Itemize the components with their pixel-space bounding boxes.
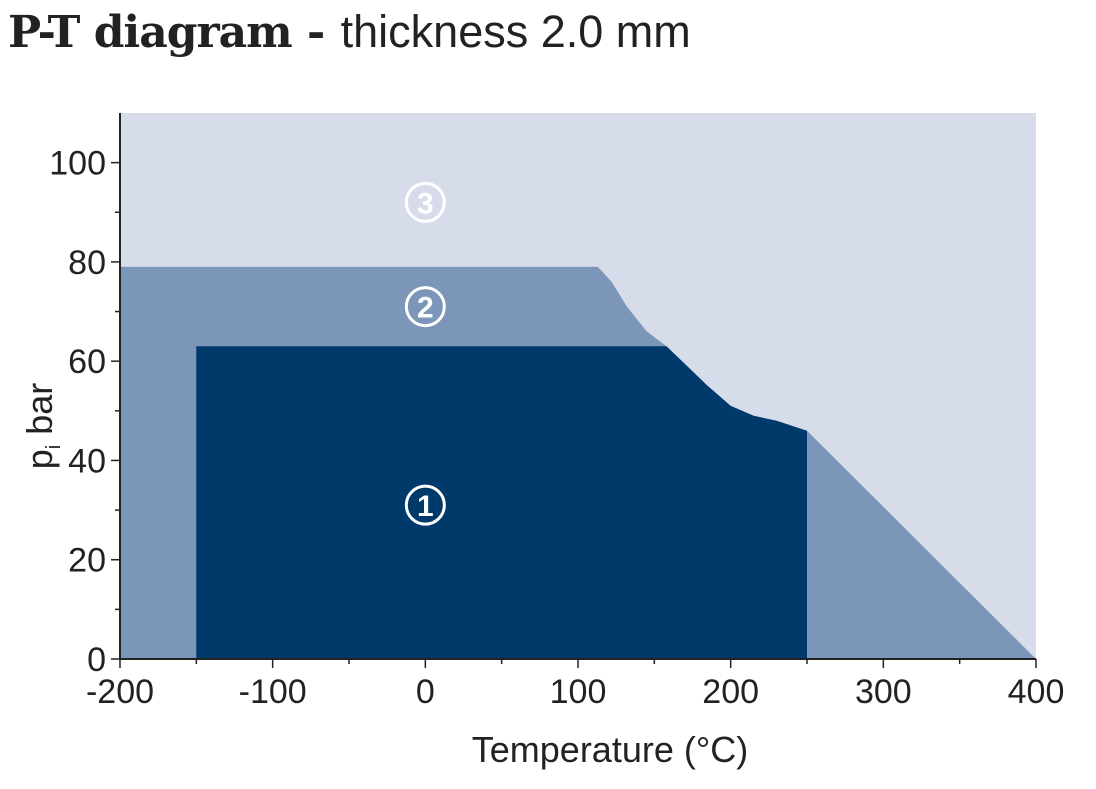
chart-title-separator: - [291, 7, 341, 58]
x-tick-label: 200 [702, 673, 759, 711]
region-1-area [196, 346, 808, 659]
region-3-circle [404, 181, 446, 223]
y-axis-label-symbol: p [19, 449, 60, 469]
y-tick-label: 60 [68, 343, 106, 381]
y-tick-label: 80 [68, 244, 106, 282]
x-tick-label: 400 [1008, 673, 1065, 711]
axes-layer: 0 20 40 60 80 100 -200 -100 0 100 200 300 400 [49, 113, 1064, 711]
x-axis-label: Temperature (°C) [472, 729, 748, 770]
x-tick-label: 0 [416, 673, 435, 711]
region-1-circle [404, 484, 446, 526]
y-axis-label-subscript: i [43, 445, 65, 449]
region-3-marker: 3 [404, 181, 446, 223]
region-1-number: 1 [417, 490, 434, 523]
x-tick-label: 300 [855, 673, 912, 711]
y-axis-label: pi bar [19, 383, 65, 470]
x-tick-label: 100 [550, 673, 607, 711]
y-tick-label: 40 [68, 442, 106, 480]
regions-layer [120, 113, 1036, 659]
region-2-marker: 2 [404, 286, 446, 328]
chart-title-subtitle: thickness 2.0 mm [340, 6, 691, 57]
chart-title: P-T diagram - thickness 2.0 mm [8, 6, 691, 59]
x-tick-label: -100 [239, 673, 307, 711]
region-2-number: 2 [417, 292, 434, 325]
y-tick-label: 20 [68, 542, 106, 580]
y-tick-label: 0 [87, 641, 106, 679]
x-tick-label: -200 [86, 673, 154, 711]
region-1-marker: 1 [404, 484, 446, 526]
region-labels-layer: 3 2 1 [404, 181, 446, 526]
region-3-number: 3 [417, 187, 434, 220]
y-tick-label: 100 [49, 145, 106, 183]
region-2-circle [404, 286, 446, 328]
chart-title-main: P-T diagram [8, 7, 293, 58]
y-axis-label-unit: bar [19, 383, 60, 445]
